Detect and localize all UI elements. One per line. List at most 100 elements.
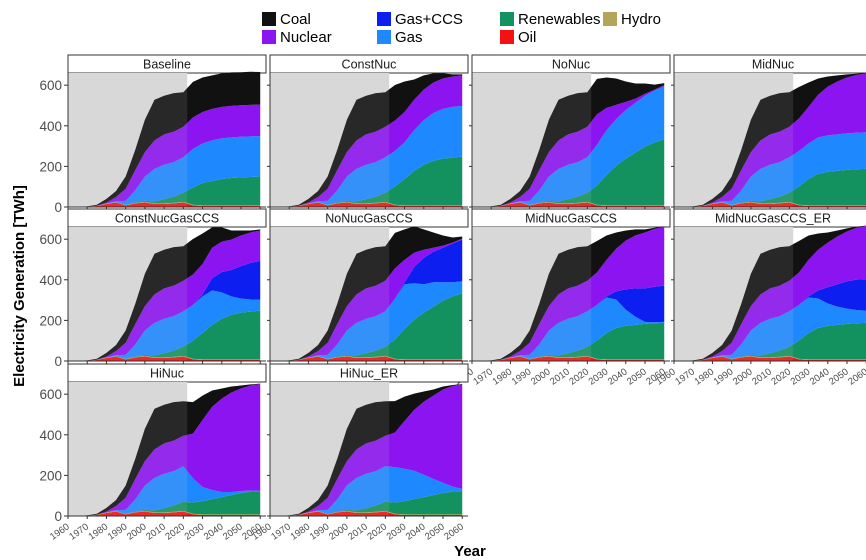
- area-gas: [68, 290, 261, 361]
- legend-label: Nuclear: [280, 29, 332, 46]
- area-oil: [270, 202, 463, 207]
- area-coal: [674, 225, 866, 361]
- panel-constnuc: ConstNuc: [267, 54, 469, 210]
- panel-midnucgasccs-er: MidNucGasCCS_ER1960197019801990200020102…: [654, 208, 866, 388]
- area-hydro: [472, 201, 665, 207]
- area-coal: [472, 226, 665, 361]
- area-gas-ccs: [68, 260, 261, 361]
- panel-title: NoNucGasCCS: [325, 212, 413, 226]
- area-coal: [68, 71, 261, 207]
- panel-title: Baseline: [143, 58, 191, 72]
- area-gas: [674, 132, 866, 207]
- area-renewables: [68, 310, 261, 361]
- area-gas: [68, 466, 261, 516]
- legend-swatch: [262, 30, 276, 44]
- y-tick-label: 600: [39, 232, 62, 247]
- area-gas: [68, 135, 261, 207]
- area-gas: [270, 466, 463, 516]
- area-oil: [674, 202, 866, 207]
- area-renewables: [270, 293, 463, 361]
- legend-label: Renewables: [518, 11, 601, 28]
- y-tick-label: 0: [54, 509, 62, 524]
- legend-swatch: [500, 12, 514, 26]
- area-gas: [674, 297, 866, 361]
- panel-hinuc: HiNuc02004006001960197019801990200020102…: [39, 363, 267, 543]
- area-coal: [68, 383, 261, 516]
- area-coal: [270, 73, 463, 207]
- legend-swatch: [377, 12, 391, 26]
- area-nuclear: [68, 230, 261, 361]
- legend-item-hydro: Hydro: [603, 11, 661, 28]
- legend-label: Coal: [280, 11, 311, 28]
- area-hydro: [68, 201, 261, 207]
- legend-swatch: [377, 30, 391, 44]
- y-tick-label: 200: [39, 159, 62, 174]
- area-coal: [472, 77, 665, 207]
- historical-overlay: [270, 382, 390, 516]
- legend-label: Hydro: [621, 11, 661, 28]
- historical-overlay: [68, 382, 188, 516]
- panel-midnucgasccs: MidNucGasCCS1960197019801990200020102020…: [452, 208, 671, 388]
- area-nuclear: [674, 73, 866, 207]
- historical-overlay: [472, 73, 592, 207]
- panel-title: MidNuc: [752, 58, 794, 72]
- y-tick-label: 0: [54, 354, 62, 369]
- area-oil: [472, 202, 665, 207]
- legend-label: Gas+CCS: [395, 11, 463, 28]
- y-tick-label: 400: [39, 428, 62, 443]
- panel-midnuc: MidNuc: [671, 54, 866, 210]
- area-hydro: [472, 355, 665, 361]
- area-hydro: [68, 355, 261, 361]
- panel-title: HiNuc_ER: [340, 367, 398, 381]
- x-tick-label: 2060: [442, 521, 466, 542]
- area-nuclear: [270, 75, 463, 207]
- panel-title: HiNuc: [150, 367, 184, 381]
- area-gas-ccs: [270, 239, 463, 361]
- x-axis-title: Year: [454, 543, 486, 560]
- area-gas: [472, 86, 665, 207]
- historical-overlay: [674, 73, 794, 207]
- panel-title: MidNucGasCCS_ER: [715, 212, 831, 226]
- historical-overlay: [472, 227, 592, 361]
- legend-item-gas-ccs: Gas+CCS: [377, 11, 463, 28]
- legend-swatch: [262, 12, 276, 26]
- legend-label: Oil: [518, 29, 536, 46]
- area-nuclear: [68, 384, 261, 516]
- area-nuclear: [472, 226, 665, 361]
- area-nuclear: [270, 384, 463, 516]
- area-renewables: [270, 156, 463, 207]
- y-tick-label: 600: [39, 387, 62, 402]
- legend-item-oil: Oil: [500, 29, 536, 46]
- area-coal: [68, 227, 261, 361]
- legend-item-renewables: Renewables: [500, 11, 601, 28]
- area-coal: [674, 73, 866, 207]
- historical-overlay: [270, 227, 390, 361]
- legend-label: Gas: [395, 29, 423, 46]
- panel-title: MidNucGasCCS: [525, 212, 617, 226]
- area-nuclear: [472, 85, 665, 207]
- legend-swatch: [500, 30, 514, 44]
- facet-panels: Baseline 0 200 400 600 ConstNuc NoNuc MidNuc Con…: [39, 54, 866, 543]
- area-hydro: [270, 510, 463, 516]
- area-renewables: [68, 176, 261, 207]
- panel-hinuc-er: HiNuc_ER19601970198019902000201020202030…: [250, 363, 469, 543]
- area-hydro: [68, 510, 261, 516]
- area-oil: [270, 511, 463, 516]
- historical-overlay: [674, 227, 794, 361]
- panel-title: ConstNuc: [342, 58, 397, 72]
- panel-title: NoNuc: [552, 58, 590, 72]
- area-hydro: [270, 355, 463, 361]
- panel-baseline: Baseline 0 200 400 600: [39, 54, 267, 215]
- legend-swatch: [603, 12, 617, 26]
- area-renewables: [674, 322, 866, 361]
- y-tick-label: 200: [39, 313, 62, 328]
- area-gas: [270, 105, 463, 207]
- historical-overlay: [68, 227, 188, 361]
- y-tick-label: 600: [39, 78, 62, 93]
- y-tick-label: 400: [39, 119, 62, 134]
- y-axis-title: Electricity Generation [TWh]: [11, 185, 28, 387]
- area-renewables: [472, 139, 665, 207]
- area-coal: [270, 226, 463, 361]
- area-nuclear: [674, 226, 866, 361]
